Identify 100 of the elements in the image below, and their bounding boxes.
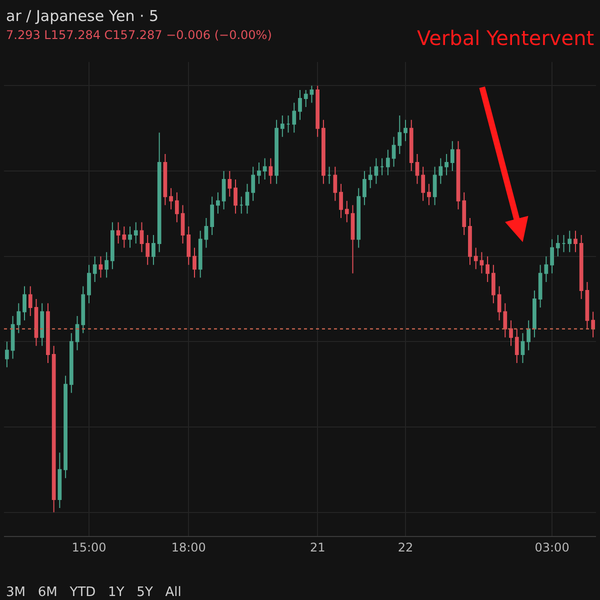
candlestick (192, 247, 196, 278)
candlestick (10, 316, 15, 360)
candlestick (450, 140, 454, 172)
candlestick (251, 166, 256, 202)
candlestick (46, 302, 50, 364)
candlestick (28, 286, 32, 317)
x-tick-label: 21 (310, 540, 326, 554)
candlestick (374, 158, 378, 184)
candlestick (514, 328, 519, 364)
candlestick (486, 256, 490, 282)
candlestick (339, 183, 343, 218)
candlestick (116, 222, 120, 244)
candlestick (87, 264, 91, 304)
candlestick (568, 230, 572, 253)
candlestick (333, 166, 338, 202)
x-tick-label: 15:00 (72, 540, 106, 554)
candlestick (22, 286, 26, 321)
candlestick (104, 252, 109, 278)
candlestick (292, 102, 296, 134)
candlestick (310, 85, 314, 104)
candlestick (421, 166, 426, 202)
x-tick-label: 03:00 (534, 540, 570, 554)
candlestick (128, 226, 132, 248)
candlestick (444, 153, 448, 176)
candlestick (380, 158, 384, 176)
candlestick (157, 132, 162, 253)
candlestick (69, 332, 74, 394)
text: Verbal Yentervent (417, 26, 594, 50)
chart-title: ar / Japanese Yen · 5 (6, 7, 159, 25)
x-tick-label: 18:00 (171, 540, 206, 554)
candlestick (163, 153, 168, 206)
candlestick (146, 234, 150, 266)
candlestick (404, 119, 408, 142)
x-tick-label: 22 (398, 540, 414, 554)
candlestick (468, 217, 472, 266)
candlestick (356, 188, 361, 248)
candlestick (169, 188, 173, 210)
candlestick (362, 170, 366, 206)
candlestick (274, 119, 278, 184)
candlestick (427, 183, 431, 206)
candlestick (327, 166, 332, 184)
candlestick (550, 238, 554, 274)
candlestick (591, 311, 596, 338)
candlestick (134, 222, 138, 244)
candlestick (257, 162, 261, 184)
candlestick (344, 200, 349, 223)
candlestick (556, 234, 560, 257)
candlestick (58, 452, 62, 509)
candlestick (509, 320, 513, 346)
candlestick (322, 119, 326, 184)
candlestick (98, 256, 103, 278)
candlestick (92, 256, 97, 282)
candlestick (415, 153, 420, 184)
candlestick (298, 89, 302, 120)
candlestick (497, 286, 502, 321)
candlestick (174, 192, 179, 223)
candlestick (52, 345, 56, 513)
candlestick (239, 196, 244, 214)
candlestick (216, 192, 220, 214)
candlestick (204, 217, 208, 248)
candlestick (574, 230, 578, 253)
candlestick (75, 316, 80, 351)
candlestick (368, 166, 372, 189)
candlestick (16, 302, 21, 334)
candlestick (462, 192, 466, 236)
text: 3M 6M YTD 1Y 5Y All (6, 585, 182, 600)
text: 7.293 L157.284 C157.287 −0.006 (−0.00%) (6, 28, 272, 42)
candlestick (34, 298, 38, 346)
candlestick (350, 204, 355, 274)
candlestick (64, 375, 68, 479)
candlestick (398, 115, 402, 154)
candlestick (234, 179, 238, 214)
candlestick (520, 332, 525, 364)
candlestick (245, 183, 250, 214)
candlestick (198, 230, 202, 278)
candlestick (186, 226, 191, 266)
candlestick (280, 115, 284, 138)
candlestick (316, 85, 320, 138)
candlestick (268, 158, 273, 184)
candlestick (304, 89, 308, 108)
candlestick (81, 286, 86, 334)
candlestick (286, 115, 290, 134)
candlestick (503, 302, 508, 338)
candlestick (228, 170, 232, 198)
candlestick (140, 222, 144, 253)
candlestick (222, 170, 226, 210)
candlestick (409, 119, 414, 172)
candlestick (585, 281, 590, 330)
candlestick (4, 341, 9, 368)
candlestick (122, 226, 126, 248)
candlestick (180, 204, 185, 244)
candlestick (210, 196, 214, 236)
candlestick (392, 136, 396, 168)
candlestick (526, 320, 531, 351)
candlestick (474, 247, 478, 270)
candlestick (262, 158, 267, 180)
candlestick (562, 234, 566, 253)
candlestick (579, 234, 584, 300)
candlestick (480, 252, 484, 274)
candlestick (532, 290, 536, 338)
